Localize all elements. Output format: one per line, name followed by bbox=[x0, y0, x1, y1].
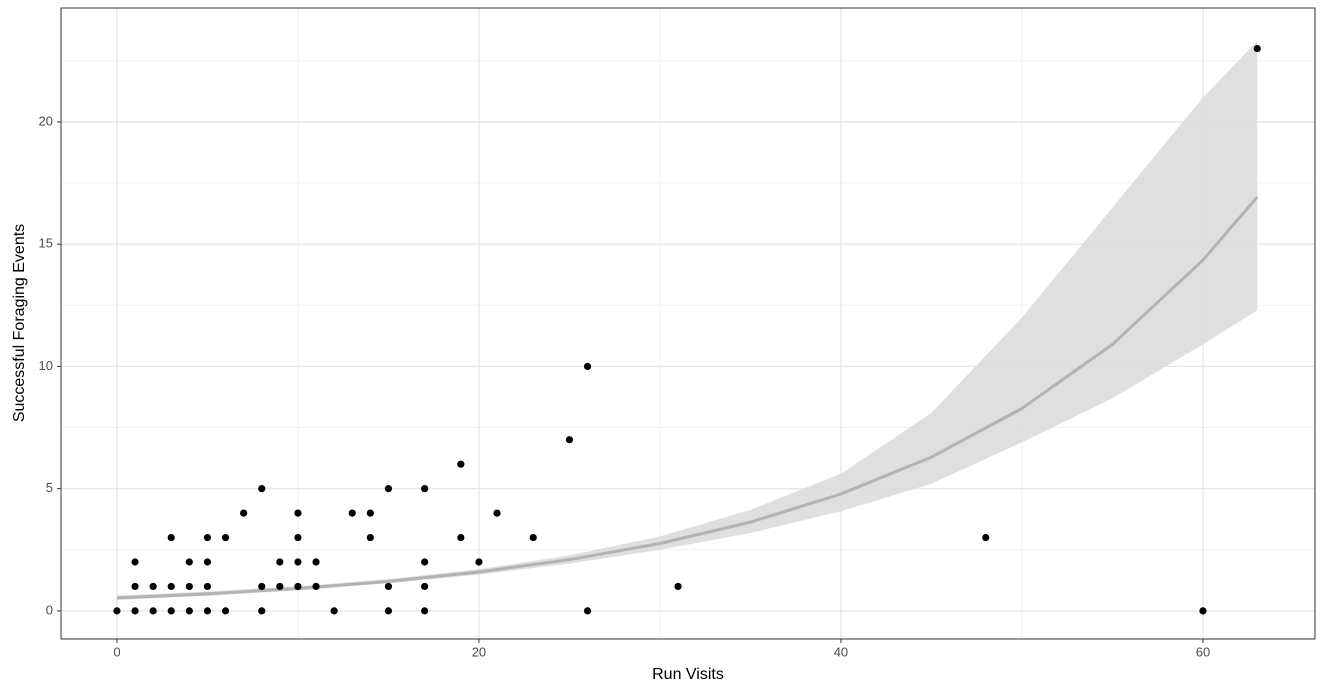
point bbox=[1199, 607, 1207, 615]
point bbox=[185, 607, 193, 615]
point bbox=[113, 607, 121, 615]
point bbox=[348, 509, 356, 517]
point bbox=[421, 582, 429, 591]
point bbox=[583, 362, 592, 371]
x-axis-title: Run Visits bbox=[652, 666, 724, 683]
point bbox=[149, 607, 157, 615]
point bbox=[131, 607, 139, 615]
point bbox=[167, 607, 175, 615]
point bbox=[421, 485, 429, 493]
point bbox=[982, 533, 990, 542]
y-tick-label: 0 bbox=[46, 602, 53, 617]
point bbox=[457, 533, 465, 542]
point bbox=[294, 582, 302, 591]
point bbox=[294, 558, 302, 566]
point bbox=[312, 582, 320, 591]
point bbox=[366, 509, 374, 517]
point bbox=[131, 582, 139, 591]
point bbox=[240, 509, 248, 517]
x-tick-label: 60 bbox=[1196, 644, 1210, 659]
y-tick-label: 5 bbox=[46, 480, 53, 495]
point bbox=[258, 485, 266, 493]
point bbox=[457, 460, 465, 468]
point bbox=[330, 607, 338, 615]
confidence-band bbox=[116, 41, 1258, 600]
point bbox=[149, 582, 157, 591]
point bbox=[131, 558, 139, 566]
x-tick-label: 20 bbox=[472, 644, 486, 659]
point bbox=[384, 485, 393, 493]
point bbox=[294, 509, 302, 517]
point bbox=[384, 607, 393, 615]
x-tick-label: 0 bbox=[113, 644, 120, 659]
point bbox=[258, 582, 266, 591]
point bbox=[674, 582, 682, 591]
point bbox=[312, 558, 320, 566]
y-tick-label: 15 bbox=[39, 236, 53, 251]
point bbox=[203, 533, 212, 542]
point bbox=[583, 607, 592, 615]
point bbox=[493, 509, 501, 517]
point bbox=[185, 558, 193, 566]
point bbox=[1253, 44, 1261, 53]
point bbox=[384, 582, 393, 591]
point bbox=[475, 558, 483, 566]
point bbox=[185, 582, 193, 591]
panel-border bbox=[60, 7, 1316, 640]
point bbox=[221, 607, 230, 615]
y-tick-label: 10 bbox=[39, 358, 53, 373]
point bbox=[294, 533, 302, 542]
point bbox=[221, 533, 230, 542]
point bbox=[167, 582, 175, 591]
y-axis-title: Successful Foraging Events bbox=[11, 224, 28, 422]
point bbox=[565, 436, 574, 444]
point bbox=[203, 607, 212, 615]
point bbox=[167, 533, 175, 542]
point bbox=[421, 558, 429, 566]
point bbox=[276, 558, 284, 566]
point bbox=[276, 582, 284, 591]
point bbox=[203, 582, 212, 591]
point bbox=[529, 533, 537, 542]
point bbox=[203, 558, 212, 566]
point bbox=[258, 607, 266, 615]
point bbox=[421, 607, 429, 615]
y-tick-label: 20 bbox=[39, 113, 53, 128]
point bbox=[366, 533, 374, 542]
x-tick-label: 40 bbox=[834, 644, 848, 659]
